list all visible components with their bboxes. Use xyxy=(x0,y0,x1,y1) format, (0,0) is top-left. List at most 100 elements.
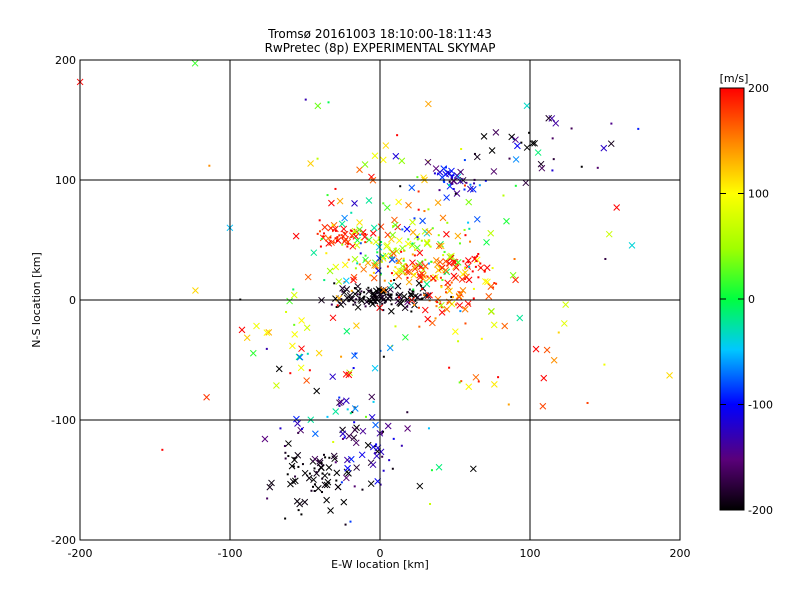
data-point-cross xyxy=(370,274,378,282)
data-point-dot xyxy=(416,238,419,241)
data-point-dot xyxy=(326,194,329,197)
data-point-cross xyxy=(261,435,269,443)
data-point-dot xyxy=(440,285,443,288)
data-point-dot xyxy=(322,235,325,238)
data-point-dot xyxy=(396,134,399,137)
data-point-dot xyxy=(468,303,471,306)
data-point-dot xyxy=(313,483,316,486)
data-point-dot xyxy=(335,479,338,482)
data-point-dot xyxy=(378,238,381,241)
data-point-dot xyxy=(427,262,430,265)
data-point-cross xyxy=(371,364,379,372)
data-point-cross xyxy=(531,139,538,147)
x-tick-label: 200 xyxy=(670,547,691,560)
data-point-cross xyxy=(294,451,302,459)
data-point-cross xyxy=(435,242,443,250)
data-point-cross xyxy=(437,242,445,250)
data-point-cross xyxy=(446,253,454,261)
y-tick-label: -100 xyxy=(51,414,76,427)
data-point-cross xyxy=(334,237,342,244)
data-point-cross xyxy=(289,478,297,485)
data-point-cross xyxy=(291,477,299,485)
data-point-dot xyxy=(389,279,392,282)
data-point-cross xyxy=(351,352,358,359)
data-point-cross xyxy=(483,238,490,246)
data-point-cross xyxy=(548,115,556,122)
data-point-dot xyxy=(468,227,471,230)
data-point-cross xyxy=(552,119,560,127)
data-point-cross xyxy=(487,229,495,237)
data-point-dot xyxy=(393,278,396,281)
data-point-dot xyxy=(441,278,444,281)
data-point-dot xyxy=(406,276,409,279)
data-point-dot xyxy=(467,265,470,268)
data-point-cross xyxy=(408,184,416,192)
data-point-dot xyxy=(353,287,356,290)
data-point-cross xyxy=(424,158,432,166)
data-point-dot xyxy=(374,301,377,304)
data-point-dot xyxy=(459,310,462,313)
data-point-cross xyxy=(409,228,417,236)
data-point-dot xyxy=(483,270,486,273)
chart-subtitle: RwPretec (8p) EXPERIMENTAL SKYMAP xyxy=(265,41,496,55)
data-point-dot xyxy=(514,184,517,187)
data-point-cross xyxy=(423,240,431,247)
data-point-dot xyxy=(406,411,409,414)
data-point-cross xyxy=(545,114,553,122)
data-point-dot xyxy=(382,309,385,312)
data-point-cross xyxy=(342,235,350,243)
data-point-cross xyxy=(325,464,333,471)
data-point-dot xyxy=(394,247,397,250)
data-point-dot xyxy=(318,230,321,233)
data-point-cross xyxy=(365,197,373,204)
y-tick-label: 100 xyxy=(55,174,76,187)
data-point-dot xyxy=(442,180,445,183)
data-point-cross xyxy=(298,317,305,324)
data-point-dot xyxy=(349,412,352,415)
data-point-dot xyxy=(316,157,319,160)
data-point-cross xyxy=(509,271,517,279)
data-point-dot xyxy=(383,279,386,282)
data-point-dot xyxy=(596,166,599,169)
data-point-dot xyxy=(208,164,211,167)
data-point-cross xyxy=(336,197,344,205)
data-point-cross xyxy=(330,452,338,460)
data-point-cross xyxy=(607,140,615,148)
data-point-cross xyxy=(406,268,413,276)
data-point-dot xyxy=(423,210,426,213)
data-point-dot xyxy=(397,296,400,299)
data-point-dot xyxy=(417,208,420,211)
data-point-cross xyxy=(394,282,402,290)
data-point-cross xyxy=(407,290,415,298)
data-point-dot xyxy=(477,252,480,255)
data-point-cross xyxy=(386,344,394,352)
data-point-dot xyxy=(335,306,338,309)
data-point-dot xyxy=(343,436,346,439)
data-point-dot xyxy=(557,331,560,334)
data-point-cross xyxy=(534,149,542,156)
data-point-dot xyxy=(437,234,440,237)
data-point-cross xyxy=(409,218,416,226)
data-point-dot xyxy=(328,456,331,459)
data-point-dot xyxy=(472,287,475,290)
colorbar: [m/s] 200 100 0 -100 -200 xyxy=(719,72,773,517)
data-point-dot xyxy=(362,296,365,299)
data-point-cross xyxy=(403,225,411,233)
data-point-dot xyxy=(356,293,359,296)
data-point-dot xyxy=(383,301,386,304)
data-point-dot xyxy=(493,281,496,284)
data-point-dot xyxy=(502,194,505,197)
data-point-cross xyxy=(352,439,360,447)
data-point-dot xyxy=(372,271,375,274)
data-point-cross xyxy=(445,260,453,267)
data-point-dot xyxy=(448,184,451,187)
data-point-dot xyxy=(297,509,300,512)
data-point-dot xyxy=(392,225,395,228)
data-point-dot xyxy=(380,288,383,291)
data-point-dot xyxy=(465,181,468,184)
data-point-dot xyxy=(300,513,303,516)
data-point-cross xyxy=(263,329,271,337)
data-point-cross xyxy=(444,279,452,287)
data-point-dot xyxy=(324,456,327,459)
data-point-cross xyxy=(421,306,429,314)
